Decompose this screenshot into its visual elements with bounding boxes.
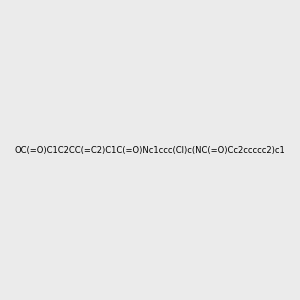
Text: OC(=O)C1C2CC(=C2)C1C(=O)Nc1ccc(Cl)c(NC(=O)Cc2ccccc2)c1: OC(=O)C1C2CC(=C2)C1C(=O)Nc1ccc(Cl)c(NC(=… [15, 146, 285, 154]
